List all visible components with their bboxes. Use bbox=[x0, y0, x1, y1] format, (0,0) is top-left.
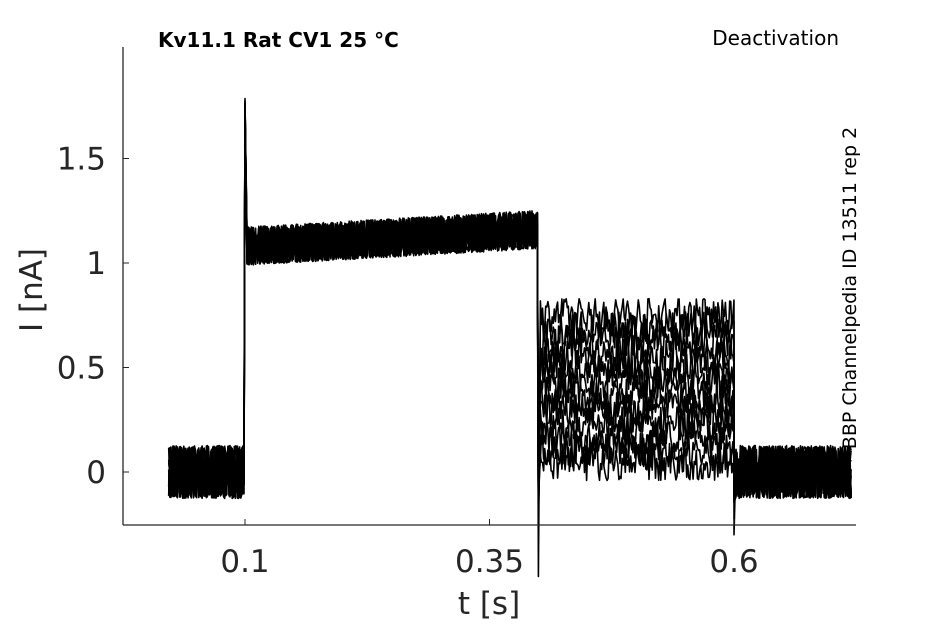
y-tick-label: 1.5 bbox=[57, 142, 106, 178]
y-tick-label: 0.5 bbox=[57, 351, 106, 387]
source-note: BBP Channelpedia ID 13511 rep 2 bbox=[839, 127, 861, 449]
x-ticks: 0.1 0.35 0.6 bbox=[220, 519, 759, 580]
x-tick-label: 0.35 bbox=[455, 544, 524, 580]
current-traces bbox=[167, 97, 852, 578]
protocol-label: Deactivation bbox=[712, 26, 839, 50]
x-tick-label: 0.6 bbox=[709, 544, 758, 580]
current-trace-12 bbox=[167, 109, 852, 500]
x-tick-label: 0.1 bbox=[220, 544, 269, 580]
current-trace-1 bbox=[167, 97, 852, 578]
chart-title: Kv11.1 Rat CV1 25 °C bbox=[158, 28, 399, 52]
y-tick-label: 1 bbox=[86, 246, 106, 282]
y-ticks: 0 0.5 1 1.5 bbox=[57, 142, 129, 491]
current-trace-11 bbox=[167, 102, 852, 503]
y-axis-label: I [nA] bbox=[14, 248, 50, 332]
y-tick-label: 0 bbox=[86, 455, 106, 491]
current-trace-10 bbox=[167, 100, 852, 516]
x-axis-label: t [s] bbox=[458, 586, 520, 622]
